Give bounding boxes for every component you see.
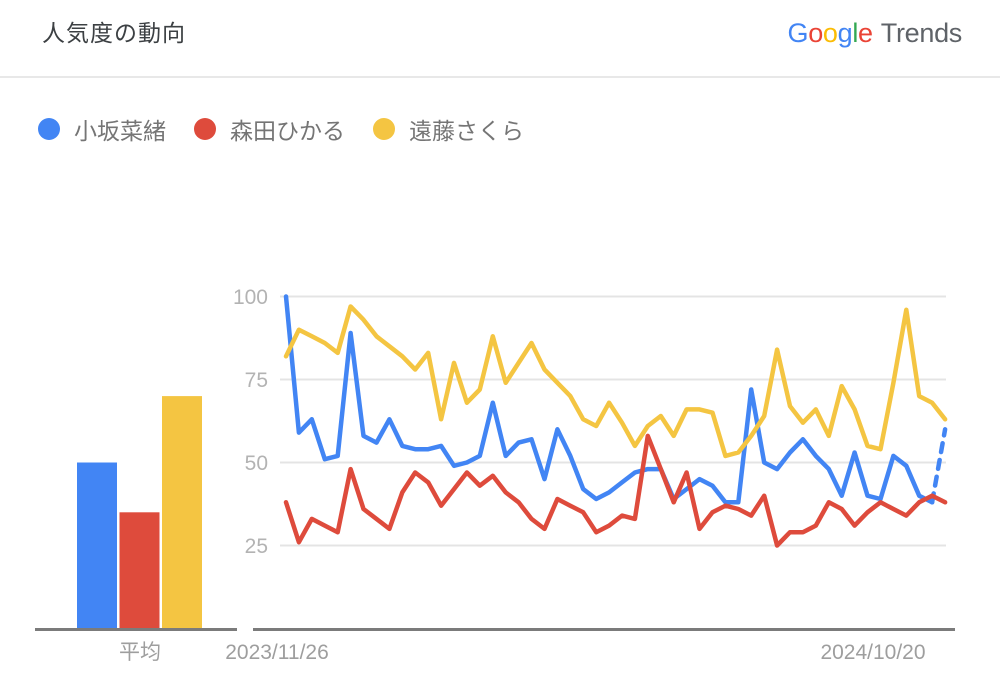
legend-label: 遠藤さくら xyxy=(409,118,524,144)
average-bar-2[interactable] xyxy=(162,396,202,629)
google-logo-letter: l xyxy=(852,18,859,48)
line-series-0 xyxy=(283,294,935,505)
google-logo-trends-text: Trends xyxy=(880,18,963,48)
legend-item-kosaka-nao: 小坂菜緒 xyxy=(38,112,166,146)
y-tick-75: 75 xyxy=(245,369,268,392)
legend-label: 小坂菜緒 xyxy=(74,118,166,144)
line-series-2 xyxy=(283,304,948,459)
legend: 小坂菜緒 森田ひかる 遠藤さくら xyxy=(38,112,524,146)
page-title: 人気度の動向 xyxy=(42,20,186,46)
gridlines xyxy=(280,295,946,547)
legend-item-endo-sakura: 遠藤さくら xyxy=(373,112,524,146)
average-bar-chart xyxy=(77,396,202,629)
line-series-1 xyxy=(283,433,948,548)
y-tick-50: 50 xyxy=(245,452,268,475)
legend-item-morita-hikaru: 森田ひかる xyxy=(194,112,345,146)
legend-dot-yellow xyxy=(373,118,395,140)
google-logo-letter: o xyxy=(808,18,823,48)
header-divider xyxy=(0,76,1000,78)
google-logo-letter: o xyxy=(822,18,838,48)
legend-label: 森田ひかる xyxy=(230,118,345,144)
legend-dot-blue xyxy=(38,118,60,140)
line-series-group xyxy=(283,294,948,548)
line-series-0-dashed-tail xyxy=(929,427,948,505)
y-axis-labels: 100 75 50 25 xyxy=(233,286,268,558)
google-logo-wordmark: Google xyxy=(787,18,873,48)
x-tick-start-date: 2023/11/26 xyxy=(225,641,329,664)
average-bar-0[interactable] xyxy=(77,462,117,629)
average-bar-1[interactable] xyxy=(119,512,160,629)
google-logo-letter: G xyxy=(787,18,809,48)
legend-dot-red xyxy=(194,118,216,140)
google-logo-letter: e xyxy=(858,18,873,48)
google-logo-letter: g xyxy=(837,18,853,48)
y-tick-25: 25 xyxy=(245,535,268,558)
google-trends-logo[interactable]: Google Trends xyxy=(787,18,962,49)
x-tick-end-date: 2024/10/20 xyxy=(820,641,925,664)
y-tick-100: 100 xyxy=(233,286,268,309)
bar-chart-average-label: 平均 xyxy=(119,641,161,664)
